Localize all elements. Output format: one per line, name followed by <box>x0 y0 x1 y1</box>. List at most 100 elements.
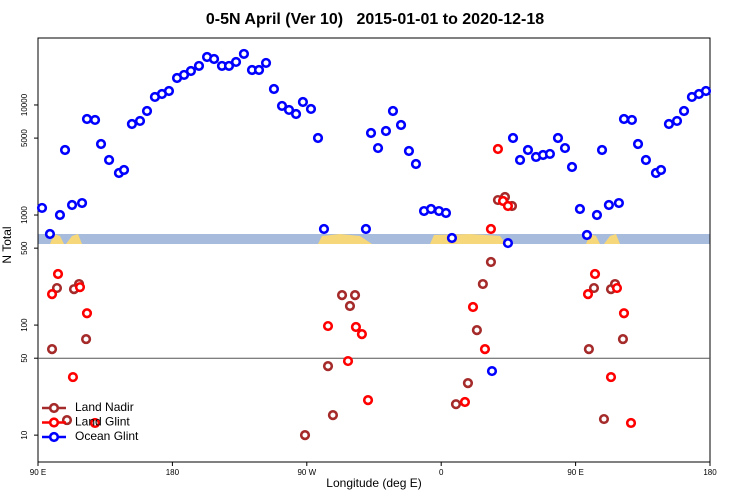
land-patch <box>318 234 372 244</box>
point <box>185 65 197 77</box>
point <box>46 343 58 355</box>
point <box>617 333 629 345</box>
point <box>297 96 309 108</box>
point <box>640 154 652 166</box>
point <box>574 203 586 215</box>
y-tick-label: 10000 <box>20 93 29 116</box>
land-patch <box>50 234 82 244</box>
legend-marker <box>48 431 60 443</box>
point <box>700 85 712 97</box>
legend-label: Land Nadir <box>75 400 134 414</box>
point <box>598 413 610 425</box>
point <box>671 115 683 127</box>
y-tick-label: 100 <box>20 318 29 332</box>
point <box>74 282 86 293</box>
point <box>440 207 452 219</box>
point <box>459 396 471 408</box>
x-tick-label: 90 W <box>297 468 316 477</box>
point <box>230 56 242 68</box>
point <box>486 365 498 377</box>
point <box>208 53 220 65</box>
land-patch <box>586 234 620 244</box>
chart-title: 0-5N April (Ver 10) 2015-01-01 to 2020-1… <box>206 11 544 28</box>
point <box>322 360 334 372</box>
point <box>514 154 526 166</box>
point <box>477 278 488 290</box>
x-axis-label: Longitude (deg E) <box>326 476 421 490</box>
point <box>44 228 56 240</box>
point <box>118 164 130 176</box>
point <box>589 268 601 280</box>
point <box>51 282 63 294</box>
legend-label: Ocean Glint <box>75 429 139 443</box>
point <box>126 118 138 130</box>
point <box>387 105 399 117</box>
point <box>613 197 625 209</box>
point <box>342 355 354 367</box>
point <box>81 113 93 125</box>
point <box>410 158 422 170</box>
point <box>678 105 690 117</box>
plot-frame <box>37 37 711 463</box>
point <box>395 119 407 131</box>
point <box>588 282 600 294</box>
point <box>583 343 594 355</box>
point <box>36 202 48 214</box>
point <box>89 114 101 126</box>
point <box>450 399 462 410</box>
x-tick-label: 180 <box>703 468 717 477</box>
x-tick-label: 90 E <box>567 468 583 477</box>
point <box>336 290 348 301</box>
point <box>67 371 79 383</box>
point <box>485 223 497 235</box>
map-strip <box>38 234 710 244</box>
point <box>502 200 514 212</box>
point <box>223 60 235 72</box>
point <box>522 144 534 156</box>
point <box>479 343 491 355</box>
point <box>372 142 384 154</box>
point <box>322 320 334 332</box>
point <box>305 103 317 115</box>
y-tick-label: 10 <box>20 430 29 439</box>
point <box>502 237 514 249</box>
point <box>618 113 630 125</box>
point <box>193 60 205 72</box>
point <box>268 83 280 95</box>
point <box>626 114 637 126</box>
point <box>290 108 302 120</box>
point <box>365 127 377 139</box>
point <box>596 144 608 156</box>
point <box>603 199 615 211</box>
point <box>59 144 71 156</box>
point <box>425 203 437 215</box>
point <box>471 325 482 336</box>
point <box>283 104 295 116</box>
point <box>582 289 594 300</box>
y-tick-label: 1000 <box>20 206 29 224</box>
point <box>632 138 644 150</box>
point <box>380 125 392 137</box>
point <box>134 115 146 127</box>
point <box>66 199 78 211</box>
point <box>318 223 330 235</box>
point <box>462 378 474 389</box>
point <box>446 232 458 244</box>
point <box>360 223 372 235</box>
point <box>362 395 374 406</box>
point <box>625 417 637 429</box>
point <box>356 329 368 340</box>
point <box>312 132 324 144</box>
y-axis-label: N Total <box>0 226 14 263</box>
point <box>344 300 356 312</box>
point <box>95 138 107 150</box>
point <box>485 256 497 268</box>
point <box>591 209 603 221</box>
point <box>507 132 519 144</box>
point <box>618 308 630 319</box>
point <box>81 308 93 319</box>
point <box>403 145 415 157</box>
y-tick-label: 500 <box>20 241 29 255</box>
